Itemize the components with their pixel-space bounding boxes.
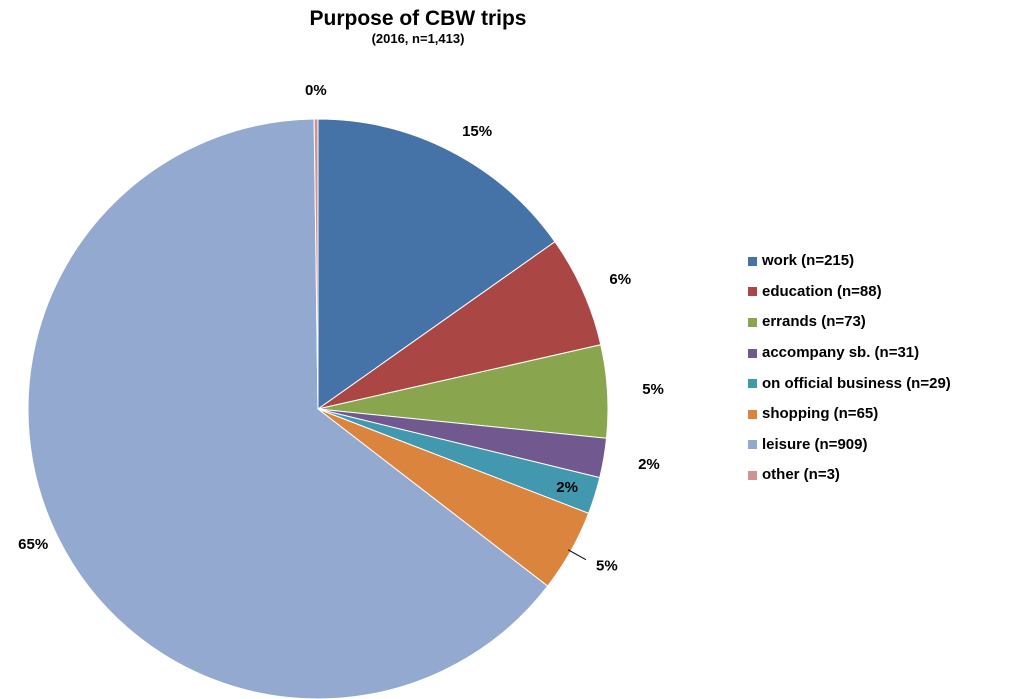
pie-slice — [313, 118, 319, 410]
legend-label: accompany sb. (n=31) — [762, 344, 920, 362]
legend-label: shopping (n=65) — [762, 405, 879, 423]
legend-label: education (n=88) — [762, 282, 882, 300]
slice-data-label: 5% — [596, 557, 618, 574]
legend-item: errands (n=73) — [748, 307, 951, 338]
slice-data-label: 0% — [305, 82, 327, 99]
chart-title-block: Purpose of CBW trips (2016, n=1,413) — [200, 6, 636, 47]
legend-label: other (n=3) — [762, 466, 840, 484]
pie-slice — [317, 118, 556, 410]
legend-swatch — [748, 287, 757, 297]
slice-data-label: 2% — [638, 456, 660, 473]
legend-swatch — [748, 317, 757, 327]
legend-swatch — [748, 409, 757, 419]
pie-slice — [27, 118, 549, 699]
legend-item: other (n=3) — [748, 460, 951, 491]
chart-title: Purpose of CBW trips — [309, 7, 527, 30]
chart-subtitle: (2016, n=1,413) — [371, 31, 465, 46]
legend-item: accompany sb. (n=31) — [748, 338, 951, 369]
slice-data-label: 2% — [556, 479, 578, 496]
legend-item: leisure (n=909) — [748, 430, 951, 461]
legend-item: work (n=215) — [748, 246, 951, 277]
legend-label: on official business (n=29) — [762, 374, 951, 392]
legend-item: education (n=88) — [748, 277, 951, 308]
legend-swatch — [748, 440, 757, 450]
legend-swatch — [748, 470, 757, 480]
slice-data-label: 65% — [18, 536, 48, 553]
legend-item: on official business (n=29) — [748, 368, 951, 399]
legend-swatch — [748, 348, 757, 358]
legend-label: errands (n=73) — [762, 313, 866, 331]
legend: work (n=215) education (n=88) errands (n=7… — [748, 246, 951, 491]
legend-swatch — [748, 379, 757, 389]
leader-line — [567, 549, 587, 561]
slice-data-label: 15% — [462, 123, 492, 140]
slice-data-label: 6% — [609, 271, 631, 288]
legend-swatch — [748, 256, 757, 266]
legend-label: work (n=215) — [762, 252, 855, 270]
slice-data-label: 5% — [642, 381, 664, 398]
legend-item: shopping (n=65) — [748, 399, 951, 430]
legend-label: leisure (n=909) — [762, 435, 868, 453]
